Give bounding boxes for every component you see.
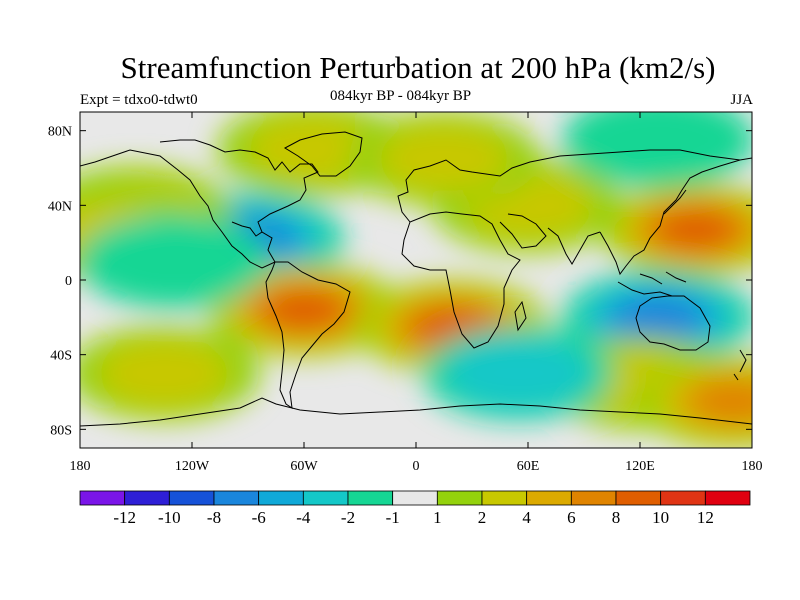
lon-tick-label: 120E (625, 459, 655, 474)
field-contour (467, 347, 571, 400)
colorbar-label: 2 (478, 508, 487, 527)
europe-coast (397, 149, 752, 223)
plot-title: Streamfunction Perturbation at 200 hPa (… (120, 50, 716, 85)
antarctica-coast (80, 397, 752, 427)
field-contour (378, 126, 510, 192)
colorbar-swatch (481, 490, 528, 506)
colorbar-label: -1 (386, 508, 400, 527)
field-anomaly (80, 214, 270, 309)
madagascar-coast (514, 300, 527, 332)
colorbar-label: -10 (158, 508, 181, 527)
colorbar-swatch (615, 490, 662, 506)
colorbar-swatch (79, 490, 126, 506)
colorbar-label: -4 (296, 508, 311, 527)
colorbar-label: 10 (652, 508, 669, 527)
colorbar-label: -6 (252, 508, 266, 527)
colorbar-label: 6 (567, 508, 576, 527)
gulf-coast (231, 221, 263, 237)
colorbar-label: 4 (522, 508, 531, 527)
colorbar-swatch (258, 490, 304, 506)
period-label: 084kyr BP - 084kyr BP (330, 88, 472, 104)
colorbar-label: 12 (697, 508, 714, 527)
lon-tick-label: 120W (175, 459, 210, 474)
field-contour (593, 112, 724, 173)
season-label: JJA (730, 92, 753, 108)
colorbar-swatch (660, 490, 706, 506)
colorbar-swatch (436, 490, 483, 506)
lon-tick-label: 180 (70, 459, 91, 474)
east-asia-coast (599, 159, 741, 276)
south-america-coast (265, 261, 351, 410)
colorbar-swatch (213, 490, 260, 506)
lon-tick-label: 180 (742, 459, 763, 474)
colorbar-swatch (570, 490, 617, 506)
colorbar-label: -12 (113, 508, 136, 527)
lat-tick-label: 80S (50, 423, 72, 438)
streamfunction-field (80, 112, 752, 448)
arabia-coast (499, 213, 547, 249)
colorbar: -12 -10 -8 -6 -4 -2 -1 1 2 4 6 8 10 12 (79, 490, 751, 527)
experiment-label: Expt = tdxo0-tdwt0 (80, 92, 198, 108)
latitude-axis: 80N 40N 0 40S 80S (48, 125, 752, 438)
colorbar-swatch (302, 490, 349, 506)
lat-tick-label: 80N (48, 125, 72, 140)
africa-coast (401, 211, 521, 349)
field-anomaly (348, 112, 540, 206)
lat-tick-label: 40N (48, 199, 72, 214)
lon-tick-label: 60W (290, 459, 318, 474)
colorbar-label: -2 (341, 508, 355, 527)
colorbar-swatch (392, 490, 438, 506)
japan-coast (663, 189, 687, 215)
field-anomaly (422, 326, 615, 421)
field-anomaly (80, 326, 260, 421)
field-contour (98, 340, 230, 406)
lon-tick-label: 0 (413, 459, 420, 474)
field-contour (108, 228, 239, 294)
greenland-coast (283, 131, 363, 177)
field-anomaly (562, 112, 752, 187)
lon-tick-label: 60E (517, 459, 540, 474)
colorbar-swatch (168, 490, 215, 506)
india-coast (547, 227, 601, 265)
north-america-coast (80, 139, 319, 269)
colorbar-swatch (124, 490, 170, 506)
field-contour (614, 295, 703, 340)
colorbar-swatch (347, 490, 394, 506)
australia-coast (635, 295, 711, 351)
field-contour (689, 379, 752, 424)
colorbar-swatch (526, 490, 572, 506)
new-zealand-coast (733, 349, 747, 381)
field-anomaly (208, 262, 400, 357)
field-contour (248, 116, 379, 182)
field-contour (657, 209, 735, 250)
lat-tick-label: 40S (50, 349, 72, 364)
longitude-axis: 180 120W 60W 0 60E 120E 180 (70, 112, 763, 474)
colorbar-swatch (704, 490, 751, 506)
field-contour (265, 290, 343, 330)
coastlines (80, 131, 752, 427)
colorbar-label: 1 (433, 508, 442, 527)
indonesia-coast (617, 271, 687, 297)
lat-tick-label: 0 (65, 274, 72, 289)
colorbar-label: 8 (612, 508, 621, 527)
colorbar-label: -8 (207, 508, 221, 527)
